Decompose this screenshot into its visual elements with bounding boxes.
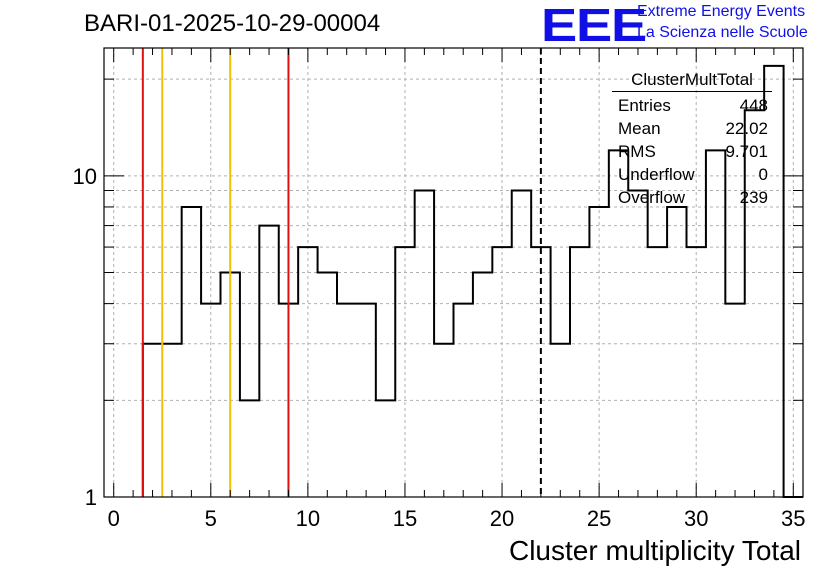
y-tick-label: 1 — [85, 485, 97, 510]
stats-box: ClusterMultTotal Entries 448 Mean 22.02 … — [612, 70, 778, 209]
stats-label: RMS — [618, 142, 656, 161]
run-title: BARI-01-2025-10-29-00004 — [84, 10, 381, 37]
stats-row-rms: RMS 9.701 — [612, 140, 778, 163]
stats-value: 448 — [739, 96, 768, 115]
stats-row-mean: Mean 22.02 — [612, 117, 778, 140]
stats-value: 9.701 — [725, 142, 768, 161]
histogram-outline — [141, 64, 803, 498]
stats-row-entries: Entries 448 — [612, 94, 778, 117]
stats-label: Mean — [618, 119, 661, 138]
stats-row-overflow: Overflow 239 — [612, 186, 778, 209]
stats-value: 22.02 — [725, 119, 768, 138]
logo-subtitle-2: La Scienza nelle Scuole — [637, 24, 808, 41]
x-tick-label: 0 — [108, 506, 120, 531]
logo-subtitle-1: Extreme Energy Events — [637, 3, 806, 20]
x-axis-label: Cluster multiplicity Total — [509, 535, 801, 566]
x-tick-label: 20 — [490, 506, 514, 531]
axis-ticks — [104, 48, 803, 498]
stats-title: ClusterMultTotal — [612, 70, 772, 92]
x-tick-label: 35 — [781, 506, 805, 531]
histogram-bars — [141, 64, 803, 498]
x-tick-label: 5 — [205, 506, 217, 531]
marker-lines — [141, 48, 542, 497]
eee-logo: EEE — [541, 0, 647, 51]
stats-row-underflow: Underflow 0 — [612, 163, 778, 186]
x-tick-label: 25 — [587, 506, 611, 531]
stats-value: 0 — [758, 165, 768, 184]
y-tick-label: 10 — [73, 164, 97, 189]
x-tick-label: 10 — [296, 506, 320, 531]
stats-label: Overflow — [618, 188, 686, 207]
stats-label: Entries — [618, 96, 671, 115]
stats-value: 239 — [739, 188, 768, 207]
x-tick-label: 15 — [393, 506, 417, 531]
axis-labels: 0 5 10 15 20 25 30 35 1 10 — [73, 164, 806, 531]
stats-label: Underflow — [618, 165, 695, 184]
x-tick-label: 30 — [684, 506, 708, 531]
